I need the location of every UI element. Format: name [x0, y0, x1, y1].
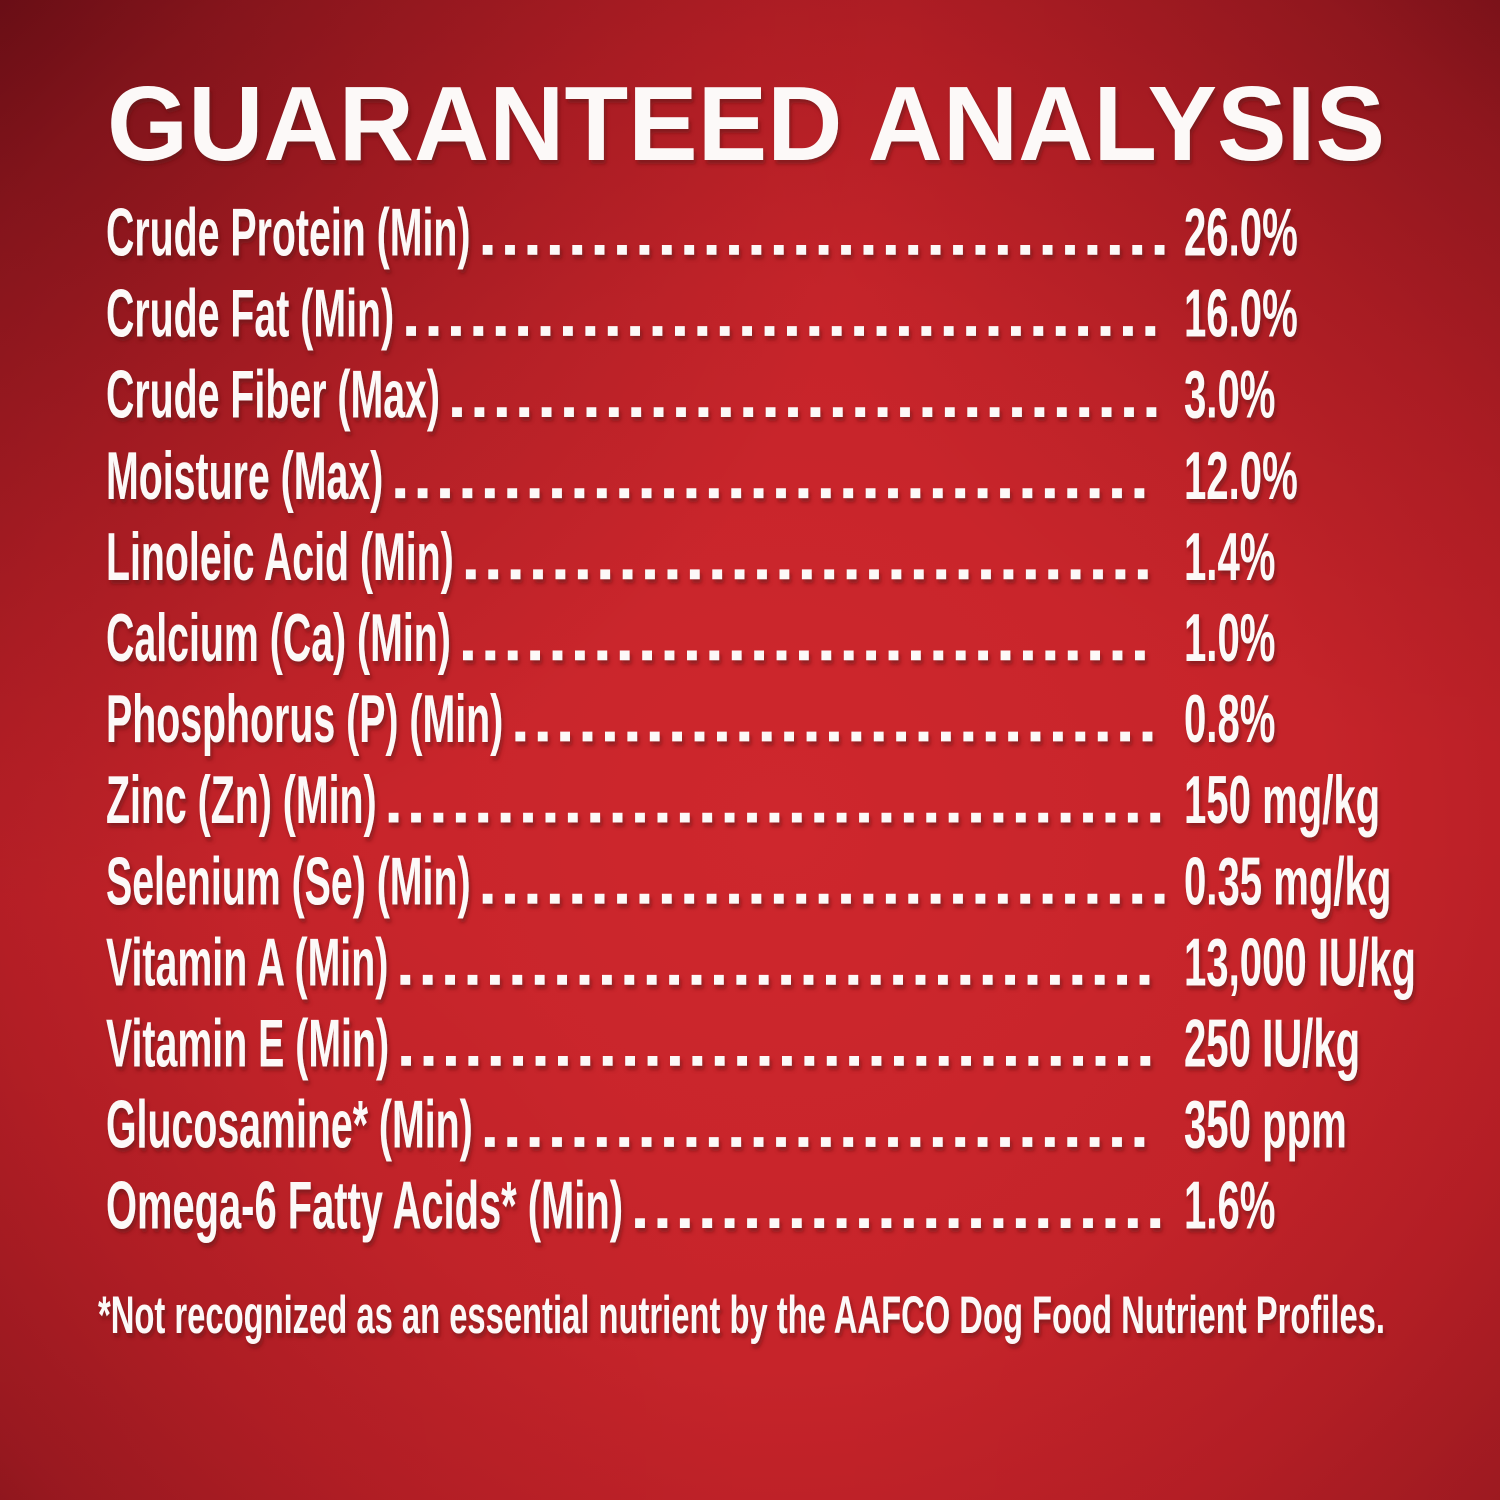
svg-text:Calcium (Ca) (Min): Calcium (Ca) (Min) — [106, 600, 451, 676]
svg-text:12.0%: 12.0% — [1184, 437, 1298, 514]
svg-text:Vitamin A (Min): Vitamin A (Min) — [106, 924, 388, 1000]
svg-text:0.8%: 0.8% — [1184, 680, 1275, 757]
svg-text:0.35 mg/kg: 0.35 mg/kg — [1184, 842, 1391, 919]
svg-text:1.0%: 1.0% — [1184, 599, 1275, 676]
svg-text:26.0%: 26.0% — [1184, 193, 1298, 270]
svg-text:150 mg/kg: 150 mg/kg — [1184, 761, 1380, 838]
svg-text:Linoleic Acid (Min): Linoleic Acid (Min) — [106, 519, 454, 595]
svg-text:Selenium (Se) (Min): Selenium (Se) (Min) — [106, 843, 471, 919]
svg-text:Zinc (Zn) (Min): Zinc (Zn) (Min) — [106, 762, 377, 838]
svg-text:Moisture (Max): Moisture (Max) — [106, 438, 383, 514]
svg-text:Vitamin E (Min): Vitamin E (Min) — [106, 1005, 389, 1081]
svg-text:1.4%: 1.4% — [1184, 518, 1275, 595]
svg-text:Crude Fat (Min): Crude Fat (Min) — [106, 275, 394, 351]
svg-text:350 ppm: 350 ppm — [1184, 1085, 1347, 1162]
svg-text:1.6%: 1.6% — [1184, 1167, 1275, 1244]
svg-text:*Not recognized as an essentia: *Not recognized as an essential nutrient… — [98, 1286, 1385, 1345]
svg-text:Omega-6 Fatty Acids* (Min): Omega-6 Fatty Acids* (Min) — [106, 1168, 623, 1244]
svg-text:250 IU/kg: 250 IU/kg — [1184, 1004, 1360, 1081]
svg-text:Crude Fiber (Max): Crude Fiber (Max) — [106, 356, 440, 432]
svg-text:Glucosamine* (Min): Glucosamine* (Min) — [106, 1086, 473, 1162]
svg-text:Crude Protein (Min): Crude Protein (Min) — [106, 194, 471, 270]
svg-text:16.0%: 16.0% — [1184, 274, 1298, 351]
svg-text:3.0%: 3.0% — [1184, 356, 1275, 433]
svg-text:Phosphorus (P) (Min): Phosphorus (P) (Min) — [106, 681, 503, 757]
svg-text:13,000 IU/kg: 13,000 IU/kg — [1184, 923, 1416, 1000]
svg-text:GUARANTEED ANALYSIS: GUARANTEED ANALYSIS — [107, 65, 1385, 183]
